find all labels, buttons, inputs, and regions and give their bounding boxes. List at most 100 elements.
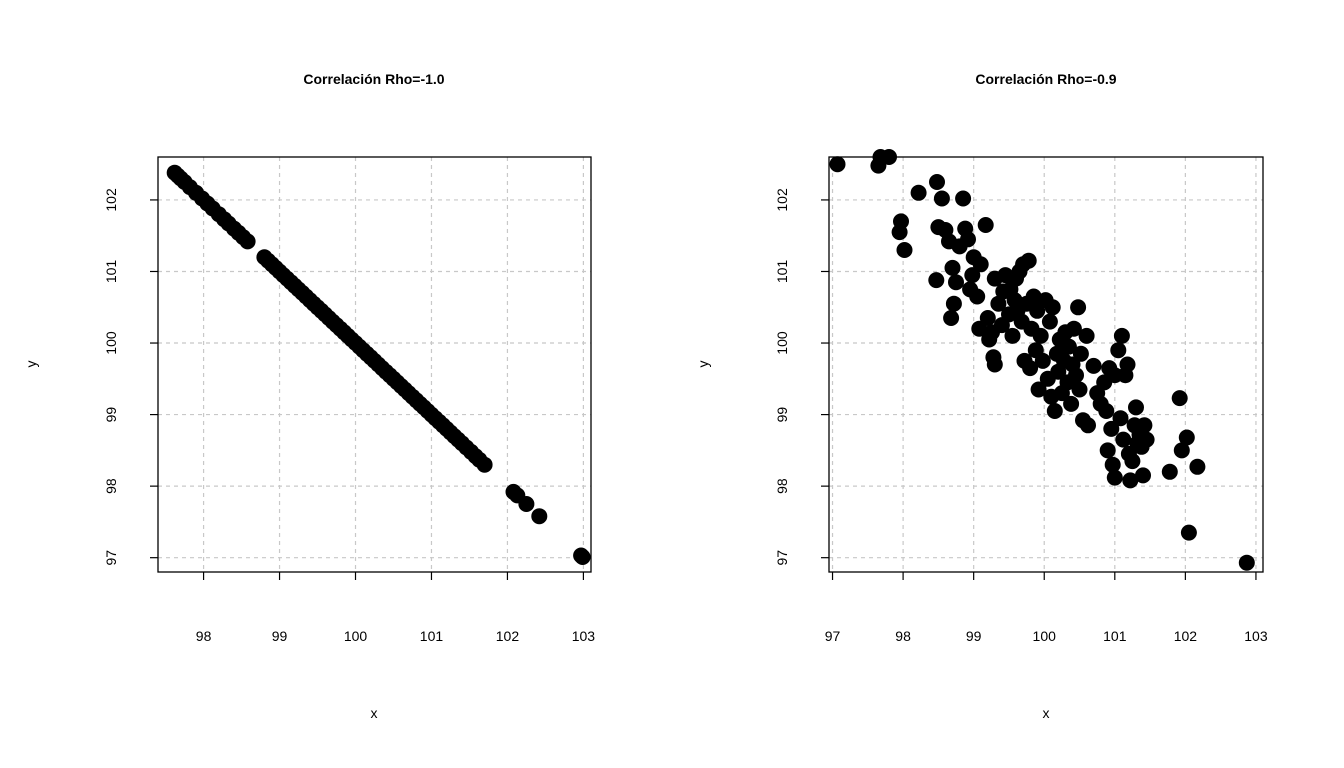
data-point — [1098, 403, 1115, 419]
data-point — [1070, 299, 1087, 316]
y-axis-label: y — [695, 361, 711, 368]
data-point — [990, 295, 1007, 312]
data-point — [1113, 327, 1130, 344]
data-point — [1119, 356, 1136, 373]
y-tick-label: 98 — [103, 478, 119, 494]
data-point — [944, 259, 961, 276]
y-tick-label: 101 — [774, 260, 790, 284]
x-axis: 98 99 100 101 102 103 — [196, 572, 596, 644]
data-point — [893, 213, 909, 230]
x-axis-label: x — [371, 705, 378, 721]
data-point — [829, 156, 846, 173]
x-tick-label: 103 — [1244, 628, 1268, 644]
data-point — [1238, 554, 1255, 571]
data-point — [1180, 524, 1197, 541]
data-point — [1068, 367, 1084, 384]
y-axis-label: y — [23, 361, 39, 368]
data-point — [1032, 327, 1049, 344]
y-tick-label: 99 — [103, 407, 119, 423]
chart-title: Correlación Rho=-1.0 — [303, 71, 444, 87]
x-tick-label: 102 — [1174, 628, 1198, 644]
x-axis: 97 98 99 100 101 102 103 — [825, 572, 1268, 644]
data-point — [1099, 442, 1116, 459]
data-point — [1046, 403, 1063, 419]
data-point — [1122, 472, 1139, 489]
y-tick-label: 102 — [774, 188, 790, 212]
data-point — [1173, 442, 1190, 459]
data-point — [1138, 431, 1155, 448]
data-point — [972, 256, 989, 273]
data-point — [1063, 395, 1080, 412]
data-point — [1078, 327, 1095, 344]
data-point — [1080, 417, 1096, 434]
plot-frame — [828, 156, 1264, 573]
data-point — [1022, 360, 1039, 377]
data-point — [1124, 453, 1141, 470]
data-point — [977, 217, 994, 233]
data-point — [1072, 345, 1089, 362]
x-axis-label: x — [1043, 705, 1050, 721]
chart-title: Correlación Rho=-0.9 — [975, 71, 1116, 87]
data-point — [1106, 469, 1123, 486]
data-point — [955, 190, 972, 207]
data-point — [1065, 320, 1082, 337]
x-tick-label: 98 — [895, 628, 911, 644]
data-point — [929, 174, 945, 190]
x-tick-label: 103 — [572, 628, 596, 644]
data-point — [971, 320, 988, 337]
data-point — [1020, 252, 1037, 269]
data-point — [1041, 313, 1058, 330]
data-point — [1128, 399, 1144, 416]
data-point — [574, 549, 591, 565]
data-point — [979, 310, 996, 326]
data-point — [896, 242, 913, 258]
data-point — [1103, 420, 1120, 437]
data-point — [948, 274, 964, 291]
data-point — [518, 496, 535, 512]
grid — [829, 157, 1263, 572]
y-tick-label: 101 — [103, 260, 119, 284]
x-tick-label: 99 — [272, 628, 288, 644]
x-tick-label: 102 — [496, 628, 520, 644]
x-tick-label: 101 — [1103, 628, 1127, 644]
data-points — [166, 164, 591, 565]
x-tick-label: 100 — [1033, 628, 1057, 644]
data-point — [239, 233, 256, 250]
data-point — [986, 356, 1003, 373]
plot-frame — [157, 156, 592, 573]
x-tick-label: 97 — [825, 628, 841, 644]
data-point — [1029, 302, 1046, 319]
y-axis: 97 98 99 100 101 102 — [774, 188, 829, 565]
data-point — [928, 272, 945, 289]
scatter-panel-left: Correlación Rho=-1.0 98 99 100 101 102 103 97… — [23, 71, 595, 721]
y-tick-label: 98 — [774, 478, 790, 494]
data-point — [1171, 390, 1188, 407]
data-point — [943, 310, 960, 326]
data-point — [1110, 342, 1127, 359]
x-tick-label: 100 — [344, 628, 368, 644]
x-tick-label: 99 — [966, 628, 982, 644]
x-tick-label: 101 — [420, 628, 444, 644]
data-point — [964, 267, 981, 284]
scatter-panel-right: Correlación Rho=-0.9 97 98 99 100 101 102 103 … — [695, 71, 1268, 721]
x-tick-label: 98 — [196, 628, 212, 644]
data-points — [829, 149, 1255, 571]
y-tick-label: 97 — [774, 550, 790, 566]
data-point — [1135, 467, 1151, 484]
data-point — [945, 295, 962, 312]
data-point — [960, 231, 976, 248]
data-point — [1034, 352, 1051, 369]
y-tick-label: 100 — [103, 331, 119, 355]
y-tick-label: 97 — [103, 550, 119, 566]
data-point — [1071, 381, 1088, 398]
data-point — [1044, 299, 1061, 316]
y-tick-label: 102 — [103, 188, 119, 212]
data-point — [1189, 458, 1206, 475]
data-point — [531, 508, 548, 525]
data-point — [476, 456, 493, 473]
data-point — [1115, 431, 1132, 448]
grid — [158, 157, 591, 572]
y-axis: 97 98 99 100 101 102 — [103, 188, 158, 565]
data-point — [1112, 410, 1129, 427]
